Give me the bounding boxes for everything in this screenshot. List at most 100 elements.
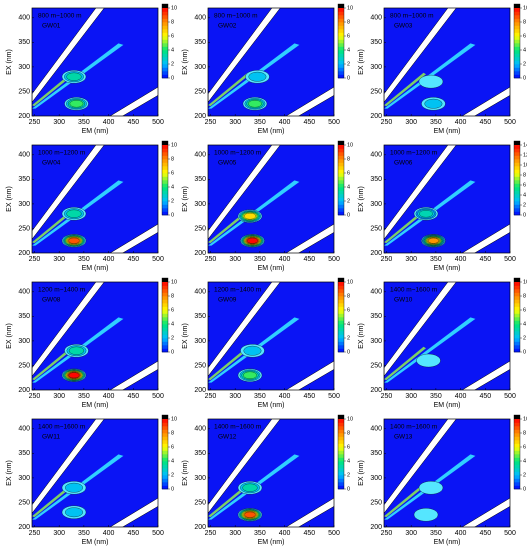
colorbar-segment: [514, 450, 520, 455]
colorbar-segment: [162, 464, 168, 469]
plot-frame: [31, 144, 159, 254]
plot-frame: [207, 281, 335, 391]
y-tick-label: 250: [194, 88, 206, 95]
plot-frame: [31, 418, 159, 528]
scatter-mask: [285, 223, 334, 253]
colorbar-segment: [162, 454, 168, 458]
colorbar-segment: [162, 422, 168, 427]
colorbar-segment: [514, 152, 520, 156]
colorbar-segment: [338, 334, 344, 339]
y-tick-label: 400: [194, 426, 206, 433]
y-axis-label: EX (nm): [182, 460, 189, 486]
colorbar-segment: [162, 173, 168, 177]
colorbar-tick-label: 2: [347, 335, 350, 341]
colorbar-tick-label: 4: [347, 321, 350, 327]
colorbar-segment: [514, 485, 520, 490]
colorbar-segment: [514, 433, 520, 437]
colorbar-tick-label: 2: [347, 61, 350, 67]
colorbar-segment: [514, 211, 520, 216]
colorbar-segment: [514, 285, 520, 290]
colorbar-segment: [162, 436, 168, 441]
scatter-residual: [384, 346, 426, 381]
colorbar-segment: [162, 317, 168, 321]
colorbar-segment: [514, 426, 520, 430]
colorbar-tick-label: 8: [171, 430, 174, 436]
colorbar-tick-label: 8: [171, 156, 174, 162]
colorbar-segment: [162, 303, 168, 307]
colorbar-tick-label: 10: [347, 5, 353, 11]
colorbar-segment: [338, 187, 344, 191]
colorbar-segment: [162, 197, 168, 202]
scatter-mask: [32, 145, 105, 240]
x-tick-label: 500: [328, 393, 340, 400]
x-tick-label: 300: [53, 530, 65, 537]
colorbar-segment: [514, 15, 520, 19]
x-tick-label: 450: [303, 256, 315, 263]
x-tick-label: 300: [405, 393, 417, 400]
colorbar-segment: [338, 25, 344, 30]
colorbar-frame: [337, 140, 345, 216]
colorbar-segment: [514, 478, 520, 483]
plot-area: [384, 8, 510, 116]
y-tick-label: 250: [18, 362, 30, 369]
colorbar-segment: [514, 18, 520, 23]
colorbar-segment: [514, 320, 520, 325]
colorbar-segment: [514, 464, 520, 469]
x-tick-label: 500: [152, 256, 164, 263]
colorbar-segment: [338, 36, 344, 40]
peak: [416, 353, 441, 368]
colorbar-segment: [338, 289, 344, 293]
colorbar-segment: [162, 433, 168, 437]
colorbar-segment: [338, 32, 344, 37]
colorbar-segment: [514, 306, 520, 311]
x-tick-label: 300: [405, 256, 417, 263]
panel-subtitle: GW10: [394, 297, 413, 304]
colorbar-segment: [338, 43, 344, 47]
colorbar-tick-label: 4: [171, 458, 174, 464]
y-tick-label: 200: [194, 113, 206, 120]
colorbar-cap: [514, 141, 520, 145]
panel-title: 1000 m~1200 m: [38, 150, 85, 157]
scatter-residual: [208, 72, 250, 107]
colorbar-tick-label: 0: [523, 212, 526, 218]
colorbar-segment: [514, 64, 520, 68]
x-tick-label: 400: [455, 530, 467, 537]
y-tick-label: 350: [18, 450, 30, 457]
colorbar-tick-label: 4: [171, 184, 174, 190]
colorbar-segment: [338, 46, 344, 51]
colorbar-segment: [338, 443, 344, 448]
colorbar-segment: [514, 440, 520, 444]
colorbar-tick-label: 10: [347, 142, 353, 148]
x-tick-label: 400: [455, 119, 467, 126]
colorbar-tick-label: 2: [171, 61, 174, 67]
colorbar-segment: [514, 43, 520, 47]
colorbar-segment: [338, 159, 344, 163]
colorbar-segment: [338, 419, 344, 423]
y-tick-label: 400: [194, 152, 206, 159]
plot-frame: [31, 7, 159, 117]
x-axis-label: EM (nm): [258, 128, 285, 135]
colorbar-tick-label: 10: [171, 279, 177, 285]
scatter-mask: [285, 497, 334, 527]
colorbar-segment: [162, 341, 168, 346]
colorbar-tick-label: 10: [347, 279, 353, 285]
colorbar-segment: [338, 169, 344, 174]
colorbar-tick-label: 6: [347, 444, 350, 450]
y-tick-label: 350: [370, 313, 382, 320]
colorbar-segment: [162, 43, 168, 47]
scatter-mask: [285, 86, 334, 116]
scatter-residual: [208, 483, 250, 518]
colorbar-segment: [338, 471, 344, 476]
plot-area: [208, 419, 334, 527]
colorbar-tick-label: 8: [347, 293, 350, 299]
colorbar-segment: [162, 29, 168, 33]
x-tick-label: 250: [29, 530, 41, 537]
colorbar-segment: [338, 71, 344, 75]
colorbar-segment: [162, 461, 168, 465]
colorbar-segment: [162, 468, 168, 472]
colorbar-segment: [338, 482, 344, 486]
panel-subtitle: GW09: [218, 297, 237, 304]
colorbar-segment: [514, 194, 520, 198]
